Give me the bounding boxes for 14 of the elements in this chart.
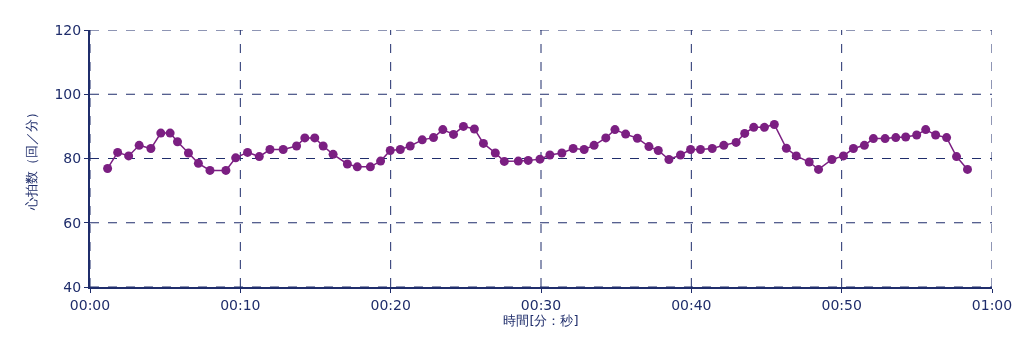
y-tick-label: 40 bbox=[63, 278, 82, 295]
y-tick-label: 80 bbox=[63, 150, 82, 167]
x-tick-label: 00:00 bbox=[69, 296, 111, 313]
y-tick-label: 100 bbox=[54, 86, 82, 103]
x-tick-label: 01:00 bbox=[971, 296, 1013, 313]
y-tick-label: 60 bbox=[63, 214, 82, 231]
x-axis-title: 時間[分：秒] bbox=[503, 312, 579, 328]
x-tick-label: 00:10 bbox=[220, 296, 261, 313]
x-tick-label: 00:30 bbox=[520, 296, 562, 313]
x-tick-label: 00:20 bbox=[370, 296, 411, 313]
x-tick-label: 00:40 bbox=[671, 296, 712, 313]
x-tick-label: 00:50 bbox=[821, 296, 862, 313]
y-axis-title: 心拍数（回／分） bbox=[23, 106, 39, 212]
y-tick-label: 120 bbox=[54, 21, 82, 38]
